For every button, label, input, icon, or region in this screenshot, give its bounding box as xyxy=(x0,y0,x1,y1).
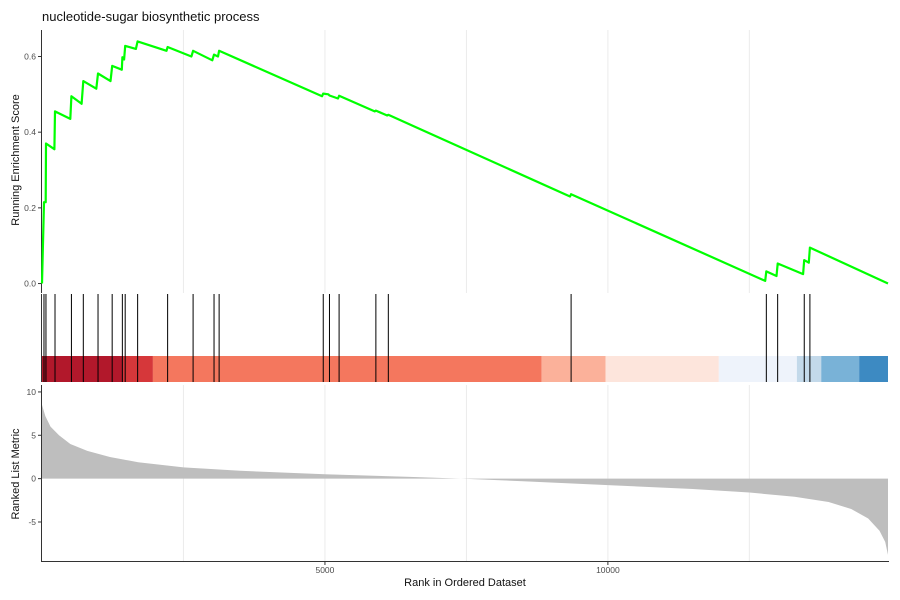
enrichment-panel: 0.0 0.2 0.4 0.6 Running Enrichment Score xyxy=(10,30,889,293)
ranked-metric-y-ticks: -5 0 5 10 xyxy=(27,387,41,527)
color-bar-segment xyxy=(605,356,719,382)
ranked-metric-panel: -5 0 5 10 5000 10000 Ranked List Metric Rank… xyxy=(10,385,889,589)
gene-hit-lines xyxy=(43,294,811,382)
running-enrichment-line xyxy=(40,40,889,285)
enrichment-gridlines xyxy=(182,30,750,293)
hits-panel xyxy=(41,294,888,382)
enrichment-y-axis-label: Running Enrichment Score xyxy=(10,94,22,225)
ranked-color-bar xyxy=(42,356,888,382)
ranked-metric-y-tick-label: 0 xyxy=(31,474,36,484)
enrichment-y-ticks: 0.0 0.2 0.4 0.6 xyxy=(24,51,41,289)
ranked-metric-gridlines xyxy=(182,385,750,561)
ranked-metric-y-axis-label: Ranked List Metric xyxy=(10,428,22,520)
enrichment-y-tick-label: 0.6 xyxy=(24,51,36,61)
ranked-metric-area xyxy=(42,404,888,555)
ranked-metric-y-tick-label: 10 xyxy=(27,387,37,397)
color-bar-segment xyxy=(541,356,606,382)
x-ticks: 5000 10000 xyxy=(315,562,620,575)
enrichment-y-tick-label: 0.2 xyxy=(24,203,36,213)
chart-title: nucleotide-sugar biosynthetic process xyxy=(42,9,260,24)
x-axis-label: Rank in Ordered Dataset xyxy=(404,577,526,589)
color-bar-segment xyxy=(42,356,123,382)
x-tick-label: 5000 xyxy=(315,565,334,575)
color-bar-segment xyxy=(718,356,797,382)
color-bar-segment xyxy=(152,356,542,382)
x-tick-label: 10000 xyxy=(596,565,620,575)
enrichment-y-tick-label: 0.4 xyxy=(24,127,36,137)
ranked-metric-y-tick-label: -5 xyxy=(28,517,36,527)
color-bar-segment xyxy=(796,356,822,382)
color-bar-segment xyxy=(859,356,888,382)
enrichment-y-tick-label: 0.0 xyxy=(24,279,36,289)
color-bar-segment xyxy=(821,356,860,382)
ranked-metric-y-tick-label: 5 xyxy=(31,430,36,440)
